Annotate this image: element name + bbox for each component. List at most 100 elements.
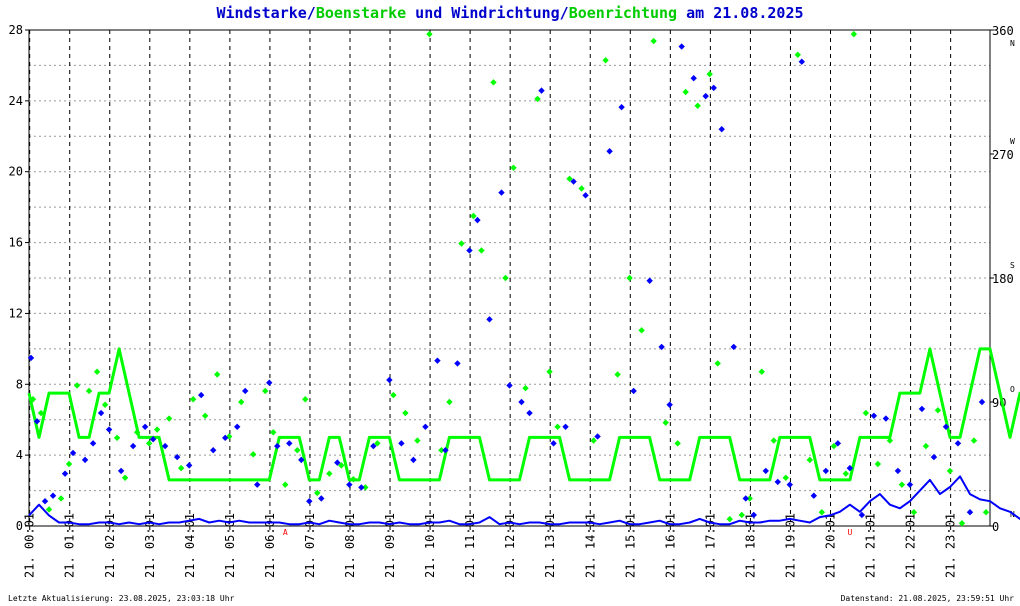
y-right-tick-label: 0 xyxy=(992,520,999,534)
wind-direction-point xyxy=(846,464,854,472)
wind-direction-point xyxy=(474,216,481,224)
wind-direction-point xyxy=(173,453,181,461)
gust-direction-point xyxy=(238,398,245,406)
wind-direction-point xyxy=(506,382,513,389)
gust-direction-point xyxy=(970,437,978,444)
wind-direction-point xyxy=(978,398,986,406)
gust-direction-point xyxy=(534,95,541,103)
wind-direction-point xyxy=(274,442,281,450)
gust-direction-point xyxy=(73,382,81,389)
wind-direction-point xyxy=(606,148,613,155)
gust-direction-point xyxy=(830,442,838,450)
wind-direction-point xyxy=(434,357,441,364)
gust-direction-point xyxy=(922,442,930,450)
wind-direction-point xyxy=(306,498,313,505)
y-left-tick-label: 24 xyxy=(9,94,23,108)
gust-direction-point xyxy=(806,456,814,464)
wind-direction-point xyxy=(742,495,749,502)
wind-direction-point xyxy=(27,354,35,362)
direction-label: O xyxy=(1010,385,1015,394)
gust-direction-point xyxy=(201,412,209,419)
x-tick-label: 21. 07:01 xyxy=(303,513,317,578)
wind-direction-point xyxy=(666,401,673,408)
gust-direction-point xyxy=(314,489,321,497)
gust-direction-point xyxy=(338,462,345,469)
gust-direction-point xyxy=(270,429,277,436)
gust-direction-point xyxy=(490,79,497,86)
title-und: und xyxy=(406,4,451,22)
wind-direction-point xyxy=(730,343,737,351)
wind-direction-point xyxy=(466,247,473,254)
wind-direction-point xyxy=(185,462,193,469)
direction-label: W xyxy=(1010,137,1015,146)
x-tick-label: 21. 13:01 xyxy=(543,513,557,578)
wind-direction-point xyxy=(966,509,974,516)
y-left-tick-label: 0 xyxy=(16,519,23,533)
wind-direction-point xyxy=(918,405,926,413)
wind-direction-point xyxy=(538,87,545,94)
gust-direction-point xyxy=(29,396,37,403)
wind-direction-point xyxy=(234,423,241,430)
x-tick-label: 21. 14:01 xyxy=(583,513,597,578)
gust-direction-point xyxy=(626,274,633,282)
gust-direction-point xyxy=(93,368,101,375)
gust-direction-point xyxy=(934,407,942,414)
wind-direction-point xyxy=(774,478,781,486)
wind-direction-point xyxy=(149,436,157,443)
x-tick-label: 21. 17:01 xyxy=(703,513,717,578)
gust-direction-point xyxy=(294,447,301,454)
y-right-tick-label: 180 xyxy=(992,272,1014,286)
gust-direction-point xyxy=(121,474,129,481)
wind-direction-point xyxy=(209,447,217,454)
wind-direction-point xyxy=(254,481,261,488)
wind-direction-point xyxy=(386,376,393,384)
gust-direction-point xyxy=(578,185,585,192)
wind-direction-point xyxy=(286,440,293,447)
wind-direction-point xyxy=(89,440,97,447)
wind-direction-point xyxy=(646,277,653,284)
y-left-tick-label: 4 xyxy=(16,448,23,462)
gust-direction-point xyxy=(638,327,645,334)
gust-direction-point xyxy=(714,360,721,367)
wind-direction-point xyxy=(834,440,842,447)
wind-direction-point xyxy=(762,467,769,475)
gust-direction-point xyxy=(250,451,257,458)
gust-direction-point xyxy=(153,426,161,433)
gust-direction-point xyxy=(113,434,121,442)
x-tick-label: 21. 22:01 xyxy=(904,513,918,578)
gust-direction-point xyxy=(37,409,45,417)
wind-direction-point xyxy=(141,423,149,430)
y-left-tick-label: 20 xyxy=(9,165,23,179)
y-left-tick-label: 16 xyxy=(9,236,23,250)
gust-direction-point xyxy=(770,437,777,444)
wind-direction-point xyxy=(690,75,697,82)
wind-direction-point xyxy=(358,484,365,491)
wind-direction-point xyxy=(442,447,449,454)
gust-direction-point xyxy=(145,440,153,447)
wind-direction-point xyxy=(562,423,569,430)
gust-direction-point xyxy=(326,470,333,477)
gust-direction-point xyxy=(898,481,906,488)
wind-direction-point xyxy=(117,467,125,475)
title-boenstarke: Boenstarke xyxy=(316,4,406,22)
wind-direction-point xyxy=(822,467,830,475)
wind-direction-point xyxy=(61,470,69,477)
x-tick-label: 21. 09:01 xyxy=(383,513,397,578)
gust-direction-point xyxy=(458,240,465,247)
wind-direction-point xyxy=(161,442,169,450)
gust-direction-point xyxy=(350,475,357,483)
gust-direction-point xyxy=(165,415,173,422)
wind-direction-point xyxy=(942,423,950,430)
gust-direction-point xyxy=(189,396,197,403)
wind-direction-point xyxy=(398,440,405,447)
wind-direction-point xyxy=(49,492,57,499)
gust-direction-point xyxy=(758,368,765,375)
gust-direction-point xyxy=(446,398,453,406)
gust-direction-point xyxy=(602,57,609,64)
gust-direction-point xyxy=(662,419,669,426)
wind-direction-point xyxy=(786,481,793,488)
wind-direction-point xyxy=(570,178,577,185)
gust-direction-point xyxy=(746,495,753,502)
gust-direction-point xyxy=(850,30,858,38)
